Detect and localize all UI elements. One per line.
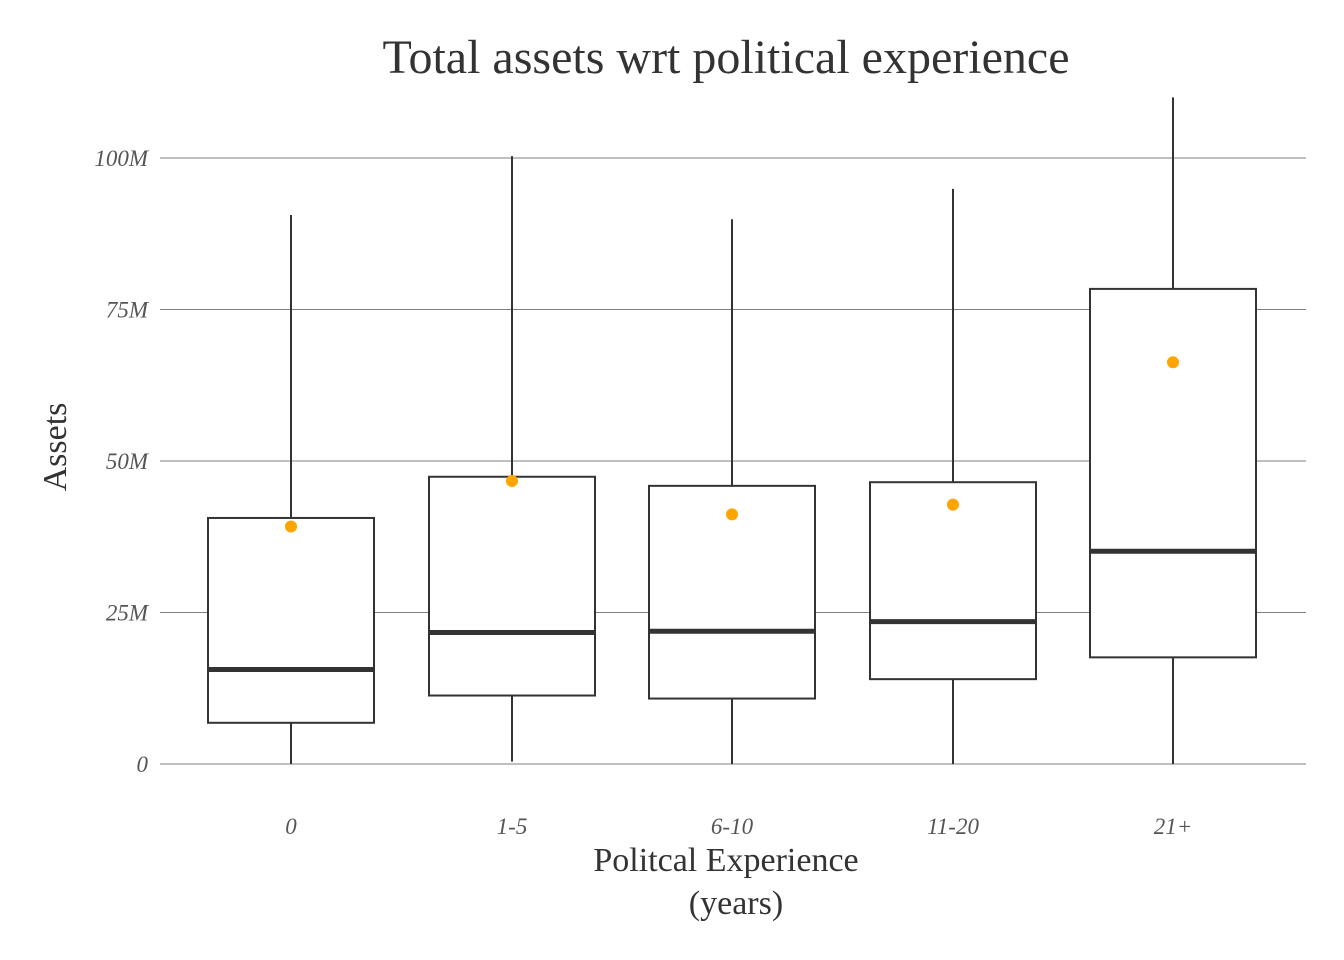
mean-point-1: [506, 474, 518, 487]
box-0: [207, 214, 375, 764]
mean-point-3: [947, 498, 959, 511]
x-tick-label-4: 21+: [1154, 814, 1193, 839]
y-tick-label-0: 0: [137, 752, 149, 777]
boxes: [207, 97, 1257, 764]
x-axis-title-line-1: Politcal Experience: [593, 842, 858, 879]
mean-point-4: [1167, 356, 1179, 369]
x-tick-label-3: 11-20: [927, 814, 979, 839]
x-tick-label-1: 1-5: [497, 814, 528, 839]
x-axis-title-line-2: (years): [689, 885, 783, 922]
box-iqr-2: [648, 484, 816, 700]
x-tick-label-2: 6-10: [711, 814, 754, 839]
y-axis-tick-labels: 0 25M 50M 75M 100M: [94, 146, 150, 777]
box-iqr-1: [428, 475, 596, 697]
y-tick-label-4: 100M: [94, 146, 150, 171]
box-4: [1089, 97, 1257, 764]
box-iqr-0: [207, 516, 375, 724]
x-axis-tick-labels: 0 1-5 6-10 11-20 21+: [285, 814, 1192, 839]
y-tick-label-3: 75M: [106, 298, 150, 323]
box-iqr-3: [869, 481, 1037, 681]
mean-point-2: [726, 508, 738, 521]
mean-point-0: [285, 520, 297, 533]
y-tick-label-1: 25M: [106, 601, 150, 626]
chart-title: Total assets wrt political experience: [382, 31, 1069, 84]
box-1: [428, 156, 596, 762]
box-3: [869, 188, 1037, 764]
box-2: [648, 219, 816, 764]
y-tick-label-2: 50M: [106, 449, 150, 474]
box-iqr-4: [1089, 287, 1257, 659]
x-tick-label-0: 0: [285, 814, 297, 839]
y-axis-title: Assets: [37, 403, 74, 492]
